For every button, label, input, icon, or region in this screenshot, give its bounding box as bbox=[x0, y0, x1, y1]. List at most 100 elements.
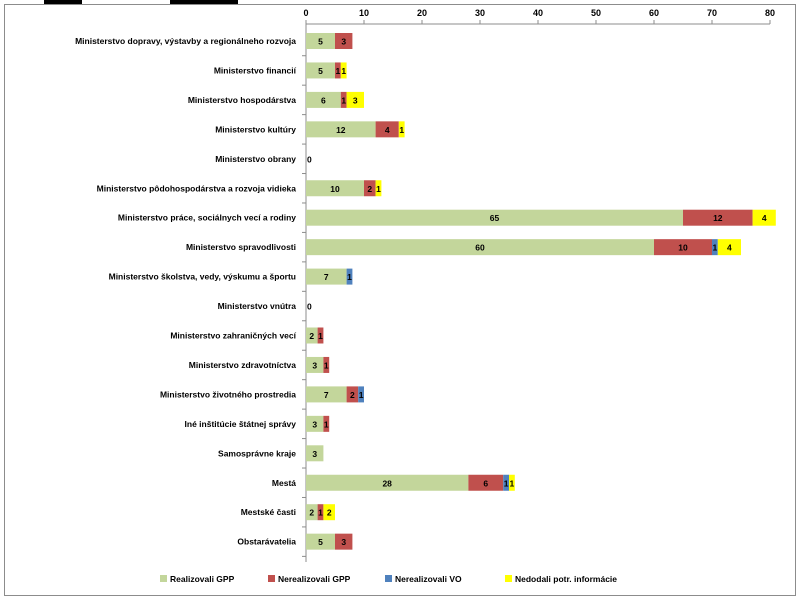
data-label: 4 bbox=[762, 213, 767, 223]
category-label: Obstarávatelia bbox=[237, 537, 296, 547]
data-label: 3 bbox=[341, 537, 346, 547]
data-label: 7 bbox=[324, 390, 329, 400]
bar-segment bbox=[398, 121, 405, 138]
chart-border bbox=[4, 4, 796, 596]
category-label: Ministerstvo vnútra bbox=[218, 301, 297, 311]
data-label: 1 bbox=[336, 66, 341, 76]
legend-swatch bbox=[385, 575, 392, 582]
category-label: Ministerstvo pôdohospodárstva a rozvoja … bbox=[97, 183, 297, 193]
data-label: 6 bbox=[321, 95, 326, 105]
data-label: 1 bbox=[510, 478, 515, 488]
chart-frame-top-edge bbox=[44, 0, 82, 4]
bar-segment bbox=[358, 386, 364, 403]
data-label: 2 bbox=[309, 331, 314, 341]
data-label: 2 bbox=[327, 508, 332, 518]
bar-segment bbox=[306, 180, 364, 197]
data-label: 60 bbox=[475, 243, 485, 253]
data-label: 5 bbox=[318, 66, 323, 76]
category-label: Ministerstvo hospodárstva bbox=[188, 95, 296, 105]
value-axis-tick-label: 20 bbox=[417, 8, 427, 18]
bar-segment bbox=[317, 327, 324, 344]
legend-label: Nerealizovali GPP bbox=[278, 574, 351, 584]
value-axis-tick-label: 70 bbox=[707, 8, 717, 18]
data-label: 5 bbox=[318, 37, 323, 47]
data-label: 1 bbox=[324, 419, 329, 429]
data-label: 7 bbox=[324, 272, 329, 282]
bar-segment bbox=[306, 415, 324, 432]
bar-segment bbox=[683, 209, 753, 226]
bar-segment bbox=[323, 356, 330, 373]
bar-segment bbox=[752, 209, 776, 226]
data-label: 2 bbox=[309, 508, 314, 518]
category-label: Ministerstvo financií bbox=[214, 65, 297, 75]
bar-segment bbox=[306, 356, 324, 373]
bar-segment bbox=[306, 386, 347, 403]
legend-swatch bbox=[505, 575, 512, 582]
bar-segment bbox=[509, 474, 515, 491]
data-label: 12 bbox=[713, 213, 723, 223]
bar-segment bbox=[306, 239, 654, 256]
bar-segment bbox=[306, 504, 318, 521]
data-label: 5 bbox=[318, 537, 323, 547]
bar-segment bbox=[335, 533, 353, 550]
bar-segment bbox=[346, 386, 359, 403]
legend-label: Realizovali GPP bbox=[170, 574, 235, 584]
legend-label: Nerealizovali VO bbox=[395, 574, 462, 584]
category-label: Ministerstvo životného prostredia bbox=[160, 389, 296, 399]
bar-segment bbox=[306, 445, 324, 462]
legend-swatch bbox=[268, 575, 275, 582]
data-label: 10 bbox=[330, 184, 340, 194]
bar-segment bbox=[306, 268, 347, 285]
bar-segment bbox=[346, 268, 353, 285]
data-label: 1 bbox=[504, 478, 509, 488]
bar-segment bbox=[375, 180, 382, 197]
bar-segment bbox=[717, 239, 741, 256]
category-label: Ministerstvo práce, sociálnych vecí a ro… bbox=[118, 213, 296, 223]
data-label: 1 bbox=[713, 243, 718, 253]
data-label: 1 bbox=[347, 272, 352, 282]
bar-segment bbox=[306, 327, 318, 344]
data-label: 6 bbox=[483, 478, 488, 488]
bar-segment bbox=[375, 121, 399, 138]
data-label: 10 bbox=[678, 243, 688, 253]
data-label: 4 bbox=[727, 243, 732, 253]
bar-segment bbox=[306, 209, 683, 226]
bar-segment bbox=[340, 62, 347, 79]
category-label: Ministerstvo dopravy, výstavby a regioná… bbox=[75, 36, 296, 46]
bar-segment bbox=[468, 474, 504, 491]
data-label: 1 bbox=[341, 95, 346, 105]
data-label: 12 bbox=[336, 125, 346, 135]
data-label: 0 bbox=[307, 154, 312, 164]
data-label: 1 bbox=[318, 331, 323, 341]
category-label: Ministerstvo obrany bbox=[215, 154, 296, 164]
category-label: Ministerstvo spravodlivosti bbox=[186, 242, 296, 252]
category-label: Iné inštitúcie štátnej správy bbox=[185, 419, 297, 429]
category-label: Samosprávne kraje bbox=[218, 448, 296, 458]
bar-segment bbox=[306, 121, 376, 138]
chart-frame-top-edge bbox=[170, 0, 238, 4]
data-label: 1 bbox=[359, 390, 364, 400]
data-label: 3 bbox=[312, 449, 317, 459]
bar-segment bbox=[364, 180, 376, 197]
value-axis-tick-label: 0 bbox=[303, 8, 308, 18]
data-label: 3 bbox=[353, 95, 358, 105]
value-axis-tick-label: 60 bbox=[649, 8, 659, 18]
bar-segment bbox=[306, 62, 335, 79]
bar-segment bbox=[306, 533, 335, 550]
bar-segment bbox=[335, 62, 341, 79]
bar-segment bbox=[306, 91, 341, 108]
bar-segment bbox=[306, 474, 469, 491]
value-axis-tick-label: 30 bbox=[475, 8, 485, 18]
legend-label: Nedodali potr. informácie bbox=[515, 574, 617, 584]
bar-segment bbox=[346, 91, 364, 108]
value-axis-tick-label: 50 bbox=[591, 8, 601, 18]
value-axis-tick-label: 80 bbox=[765, 8, 775, 18]
bar-segment bbox=[503, 474, 509, 491]
bar-segment bbox=[323, 415, 330, 432]
legend-swatch bbox=[160, 575, 167, 582]
category-label: Mestské časti bbox=[241, 507, 296, 517]
data-label: 3 bbox=[312, 360, 317, 370]
data-label: 65 bbox=[490, 213, 500, 223]
data-label: 0 bbox=[307, 302, 312, 312]
